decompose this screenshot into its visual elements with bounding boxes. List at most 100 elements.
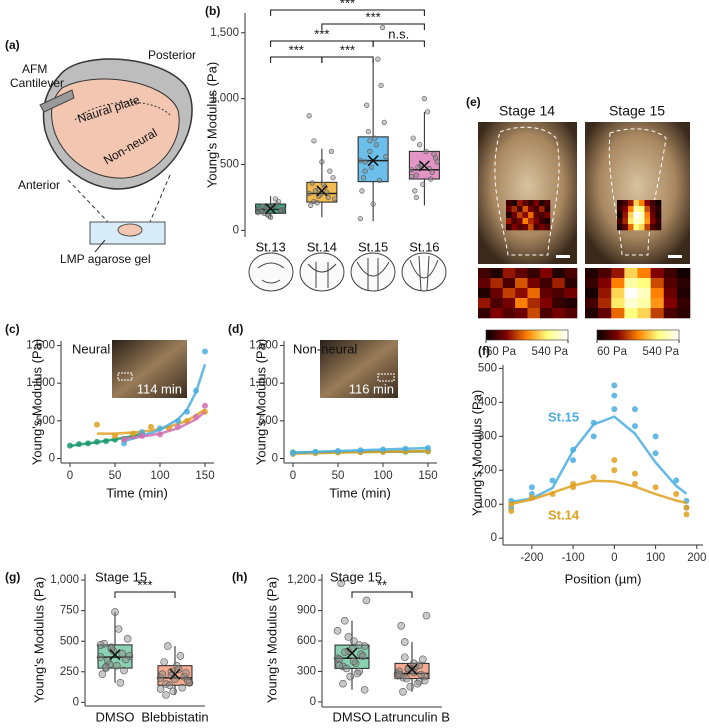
significance-bracket bbox=[114, 591, 176, 598]
heatmap-cell bbox=[517, 206, 523, 213]
heatmap-cell bbox=[544, 212, 551, 219]
heatmap-cell bbox=[639, 206, 645, 213]
point bbox=[611, 406, 618, 413]
point bbox=[332, 196, 338, 202]
x-axis-label: Position (µm) bbox=[565, 571, 642, 586]
x-tick-label: 100 bbox=[646, 552, 665, 564]
point bbox=[325, 194, 331, 201]
point bbox=[423, 148, 429, 154]
point bbox=[121, 436, 127, 443]
point bbox=[123, 634, 132, 643]
point bbox=[94, 421, 100, 428]
scale-bar bbox=[556, 255, 570, 258]
heatmap-cell bbox=[539, 212, 545, 219]
heatmap-cell bbox=[539, 298, 553, 309]
y-tick-label: 500 bbox=[60, 635, 79, 647]
heatmap-cell bbox=[533, 212, 540, 219]
point bbox=[157, 431, 163, 438]
point bbox=[175, 423, 181, 430]
y-tick-label: 0 bbox=[49, 453, 55, 465]
point bbox=[202, 402, 208, 409]
heatmap-cell bbox=[639, 218, 645, 225]
heatmap-cell bbox=[564, 308, 578, 319]
point bbox=[111, 608, 119, 616]
point bbox=[328, 148, 335, 154]
x-tick-label: 100 bbox=[150, 470, 169, 482]
point bbox=[402, 445, 409, 452]
y-tick-label: 1,000 bbox=[210, 93, 239, 105]
heatmap-cell bbox=[522, 212, 529, 219]
y-tick-label: 100 bbox=[478, 498, 497, 510]
heatmap-cell bbox=[511, 224, 518, 231]
x-tick-label: -100 bbox=[562, 552, 585, 564]
point bbox=[428, 176, 434, 182]
heatmap-cell bbox=[506, 218, 512, 225]
point bbox=[176, 652, 185, 660]
heatmap-cell bbox=[676, 278, 691, 289]
heatmap-cell bbox=[528, 218, 534, 225]
mean-marker bbox=[418, 160, 430, 172]
heatmap-cell bbox=[552, 278, 565, 289]
heatmap-cell bbox=[511, 206, 518, 213]
heatmap-cell bbox=[533, 218, 540, 225]
significance-bracket bbox=[351, 591, 413, 598]
cantilever bbox=[39, 89, 75, 113]
point bbox=[360, 685, 369, 694]
point bbox=[337, 579, 345, 587]
diagram-a: AFM Cantilever Posterior Naural plate No… bbox=[10, 48, 196, 266]
heatmap-cell bbox=[676, 298, 691, 309]
y-tick-label: 0 bbox=[233, 224, 239, 236]
heatmap-cell bbox=[633, 224, 640, 231]
heatmap-cell bbox=[502, 268, 516, 279]
point bbox=[360, 175, 367, 181]
point bbox=[94, 438, 100, 445]
embryo-small bbox=[117, 223, 143, 237]
y-tick-label: 1,500 bbox=[26, 340, 55, 352]
point bbox=[590, 474, 597, 481]
point bbox=[103, 656, 112, 665]
diagram-label: Posterior bbox=[148, 48, 196, 62]
y-tick-label: 250 bbox=[60, 666, 79, 678]
heatmap-cell bbox=[663, 278, 678, 289]
heatmap-cell bbox=[611, 288, 625, 299]
point bbox=[406, 682, 414, 691]
colorbar-label: 540 Pa bbox=[532, 346, 569, 358]
point bbox=[174, 665, 183, 674]
colorbar-label: 540 Pa bbox=[643, 346, 680, 358]
point bbox=[631, 470, 638, 477]
point bbox=[160, 658, 168, 666]
point bbox=[431, 151, 437, 157]
y-axis-label: Young's Modulus (Pa) bbox=[469, 390, 484, 516]
heatmap-cell bbox=[633, 200, 640, 207]
heatmap-cell bbox=[527, 298, 541, 309]
point bbox=[652, 450, 659, 457]
panel-label: (c) bbox=[5, 322, 20, 336]
heatmap-cell bbox=[478, 268, 491, 279]
heatmap-cell bbox=[637, 278, 651, 289]
heatmap-cell bbox=[622, 200, 629, 207]
heatmap-cell bbox=[598, 278, 612, 289]
heatmap-cell bbox=[539, 200, 545, 207]
point bbox=[370, 201, 376, 207]
heatmap-cell bbox=[539, 308, 553, 319]
point bbox=[409, 167, 415, 173]
point bbox=[156, 674, 165, 682]
point bbox=[399, 687, 407, 696]
x-tick-label: St.14 bbox=[307, 239, 337, 254]
heatmap-cell bbox=[490, 288, 504, 299]
heatmap-cell bbox=[478, 288, 491, 299]
heatmap-cell bbox=[478, 308, 491, 319]
heatmap-cell bbox=[522, 206, 529, 213]
point bbox=[590, 419, 597, 426]
heatmap-cell bbox=[502, 288, 516, 299]
point bbox=[116, 678, 125, 687]
heatmap-cell bbox=[511, 200, 518, 207]
point bbox=[96, 653, 105, 661]
point bbox=[380, 24, 386, 31]
point bbox=[156, 685, 165, 693]
y-tick-label: 300 bbox=[478, 430, 497, 442]
heatmap-cell bbox=[539, 288, 553, 299]
point bbox=[673, 491, 680, 498]
zoom-line bbox=[149, 174, 171, 223]
colorbar-label: 60 Pa bbox=[486, 346, 517, 358]
